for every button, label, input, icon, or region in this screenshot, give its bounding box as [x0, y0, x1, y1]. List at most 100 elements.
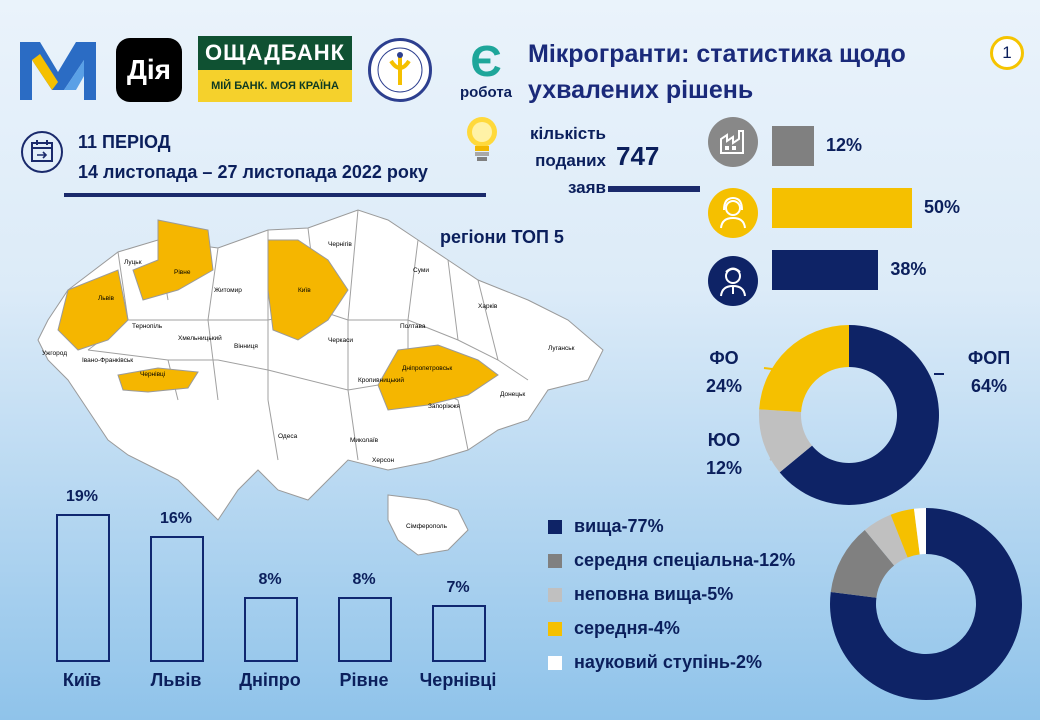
yuo-value: 12%	[705, 458, 743, 478]
legend-label: вища-77%	[574, 516, 664, 536]
region-bar	[432, 604, 486, 662]
map-city-label: Чернігів	[328, 240, 352, 248]
region-bar-category: Чернівці	[419, 670, 497, 690]
map-city-label: Київ	[298, 287, 311, 294]
education-slice	[913, 508, 926, 555]
diya-logo-text: Дія	[126, 54, 172, 85]
legend-swatch	[548, 655, 562, 670]
map-city-label: Тернопіль	[132, 322, 163, 330]
woman-icon	[708, 188, 758, 238]
region-bar-value: 8%	[352, 571, 376, 589]
man-icon	[708, 256, 758, 306]
region-chernivtsi	[117, 367, 199, 393]
legend-swatch	[548, 519, 562, 534]
map-city-label: Івано-Франківськ	[82, 356, 133, 364]
dsz-logo	[368, 38, 432, 102]
map-city-label: Харків	[478, 302, 498, 310]
robota-logo: Є робота	[456, 40, 516, 102]
map-city-label: Житомир	[214, 287, 242, 294]
legend-item: середня спеціальна-12%	[548, 550, 795, 571]
fo-leader-line	[763, 367, 781, 371]
map-city-label: Львів	[98, 294, 115, 302]
map-title: регіони ТОП 5	[440, 227, 564, 247]
map-city-label: Черкаси	[328, 337, 353, 344]
share-bar	[772, 126, 814, 166]
page-number-badge: 1	[990, 36, 1024, 70]
calendar-icon	[20, 130, 64, 174]
applications-label: кількість поданих заяв	[506, 120, 606, 201]
period-dates: 14 листопада – 27 листопада 2022 року	[78, 162, 428, 182]
region-bar-category: Дніпро	[239, 670, 301, 690]
region-rivne	[132, 219, 214, 301]
education-slice	[890, 508, 920, 558]
lightbulb-icon	[462, 114, 502, 166]
region-bar-value: 8%	[258, 571, 282, 589]
map-city-label: Луцьк	[124, 259, 142, 266]
fop-label: ФОП 64%	[944, 344, 1034, 400]
region-bar-category: Рівне	[339, 670, 389, 690]
map-city-label: Полтава	[400, 323, 426, 330]
legend-item: неповна вища-5%	[548, 584, 733, 605]
region-lviv	[57, 269, 129, 351]
entity-type-donut	[759, 325, 944, 505]
legend-label: середня-4%	[574, 618, 680, 638]
region-bar	[150, 536, 204, 662]
minekonomiky-logo	[18, 36, 98, 102]
map-city-label: Ужгород	[42, 350, 67, 357]
legend-swatch	[548, 587, 562, 602]
map-city-label: Миколаїв	[350, 437, 379, 444]
map-labels: Луцьк Рівне Житомир Чернігів Суми Київ Харків Л…	[42, 240, 575, 530]
share-bar-label: 12%	[826, 135, 863, 155]
period-number: 11 ПЕРІОД	[78, 132, 171, 152]
region-bar-category: Львів	[150, 670, 202, 690]
region-bar	[244, 597, 298, 662]
region-bar	[338, 597, 392, 662]
map-city-label: Сімферополь	[406, 522, 448, 530]
page-title: Мікрогранти: статистика щодо ухвалених р…	[528, 40, 906, 104]
legend-label: науковий ступінь-2%	[574, 652, 762, 672]
fop-value: 64%	[970, 376, 1008, 396]
yuo-name: ЮО	[707, 430, 741, 450]
share-bar-label: 38%	[890, 259, 927, 279]
map-city-label: Вінниця	[234, 342, 258, 350]
fo-label: ФО 24%	[694, 344, 754, 400]
region-dnipro	[377, 344, 499, 411]
crimea-outline	[387, 494, 469, 556]
region-kyiv	[267, 239, 349, 341]
education-donut	[830, 508, 1022, 700]
map-city-label: Рівне	[174, 268, 191, 276]
applications-label-line: кількість	[530, 124, 606, 143]
education-slice	[864, 514, 908, 566]
education-slice	[830, 530, 895, 598]
robota-word: робота	[459, 84, 513, 101]
region-bar	[56, 513, 110, 662]
oshchadbank-logo: ОЩАДБАНК МІЙ БАНК. МОЯ КРАЇНА	[198, 36, 352, 102]
share-bar-label: 50%	[924, 197, 961, 217]
entity-type-slice	[759, 325, 849, 412]
legend-item: науковий ступінь-2%	[548, 652, 762, 673]
period-underline	[64, 193, 486, 197]
oshchadbank-slogan: МІЙ БАНК. МОЯ КРАЇНА	[198, 70, 352, 102]
oshchadbank-name: ОЩАДБАНК	[198, 36, 352, 70]
legend-label: середня спеціальна-12%	[574, 550, 796, 570]
map-city-label: Запоріжжя	[428, 402, 460, 410]
education-slice	[830, 508, 1022, 700]
region-bar-value: 7%	[446, 578, 470, 596]
map-city-label: Дніпропетровськ	[402, 364, 452, 372]
yuo-leader-line	[769, 449, 785, 461]
entity-type-slice	[779, 325, 939, 505]
legend-item: середня-4%	[548, 618, 680, 639]
legend-label: неповна вища-5%	[574, 584, 734, 604]
applications-count: 747	[616, 141, 660, 171]
region-bar-category: Київ	[62, 670, 102, 690]
map-city-label: Хмельницький	[178, 334, 222, 342]
applications-underline	[608, 186, 700, 192]
robota-mark: Є	[470, 37, 502, 86]
map-city-label: Херсон	[372, 457, 395, 464]
map-city-label: Донецьк	[500, 391, 525, 398]
region-bar-value: 19%	[65, 487, 99, 505]
yuo-label: ЮО 12%	[694, 426, 754, 482]
legend-swatch	[548, 553, 562, 568]
map-city-label: Одеса	[278, 433, 298, 440]
applications-label-line: поданих	[535, 151, 606, 170]
